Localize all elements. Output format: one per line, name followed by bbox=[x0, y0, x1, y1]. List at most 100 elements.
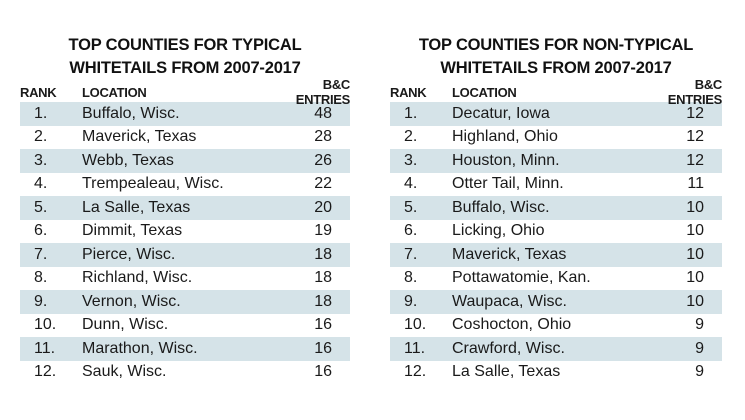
location-column-header: LOCATION bbox=[82, 84, 147, 100]
rank-cell: 7. bbox=[34, 245, 48, 263]
location-cell: Marathon, Wisc. bbox=[82, 339, 198, 357]
rank-cell: 7. bbox=[404, 245, 418, 263]
entries-cell: 18 bbox=[314, 245, 332, 263]
table-row: 7. Maverick, Texas 10 bbox=[390, 243, 722, 267]
table-row: 4. Trempealeau, Wisc. 22 bbox=[20, 173, 350, 197]
entries-cell: 9 bbox=[695, 363, 704, 381]
typical-table-title: TOP COUNTIES FOR TYPICAL WHITETAILS FROM… bbox=[20, 34, 350, 80]
entries-column-header: B&C ENTRIES bbox=[295, 77, 351, 107]
rank-cell: 6. bbox=[404, 222, 418, 240]
rank-cell: 9. bbox=[34, 292, 48, 310]
nontypical-table-header: RANK LOCATION B&C ENTRIES bbox=[390, 77, 722, 107]
typical-table-header: RANK LOCATION B&C ENTRIES bbox=[20, 77, 350, 107]
entries-cell: 16 bbox=[314, 339, 332, 357]
entries-cell: 16 bbox=[314, 363, 332, 381]
table-row: 10. Coshocton, Ohio 9 bbox=[390, 314, 722, 338]
rank-cell: 2. bbox=[404, 128, 418, 146]
table-row: 12. La Salle, Texas 9 bbox=[390, 361, 722, 385]
location-cell: Dunn, Wisc. bbox=[82, 316, 169, 334]
entries-cell: 18 bbox=[314, 292, 332, 310]
table-row: 8. Richland, Wisc. 18 bbox=[20, 267, 350, 291]
table-row: 10. Dunn, Wisc. 16 bbox=[20, 314, 350, 338]
table-row: 11. Marathon, Wisc. 16 bbox=[20, 337, 350, 361]
rank-cell: 5. bbox=[34, 198, 48, 216]
rank-cell: 10. bbox=[404, 316, 427, 334]
location-column-header: LOCATION bbox=[452, 84, 517, 100]
rank-cell: 12. bbox=[404, 363, 427, 381]
entries-cell: 28 bbox=[314, 128, 332, 146]
entries-cell: 9 bbox=[695, 316, 704, 334]
location-cell: Highland, Ohio bbox=[452, 128, 558, 146]
rank-cell: 9. bbox=[404, 292, 418, 310]
entries-cell: 19 bbox=[314, 222, 332, 240]
location-cell: Pierce, Wisc. bbox=[82, 245, 176, 263]
table-row: 2. Highland, Ohio 12 bbox=[390, 126, 722, 150]
location-cell: Waupaca, Wisc. bbox=[452, 292, 567, 310]
rank-cell: 3. bbox=[404, 151, 418, 169]
location-cell: La Salle, Texas bbox=[82, 198, 191, 216]
entries-cell: 26 bbox=[314, 151, 332, 169]
location-cell: Vernon, Wisc. bbox=[82, 292, 181, 310]
rank-cell: 3. bbox=[34, 151, 48, 169]
entries-cell: 16 bbox=[314, 316, 332, 334]
entries-cell: 20 bbox=[314, 198, 332, 216]
typical-title-line1: TOP COUNTIES FOR TYPICAL bbox=[68, 36, 302, 54]
location-cell: Trempealeau, Wisc. bbox=[82, 175, 224, 193]
table-row: 12. Sauk, Wisc. 16 bbox=[20, 361, 350, 385]
rank-cell: 8. bbox=[404, 269, 418, 287]
rank-cell: 8. bbox=[34, 269, 48, 287]
rank-cell: 1. bbox=[34, 104, 48, 122]
table-row: 4. Otter Tail, Minn. 11 bbox=[390, 173, 722, 197]
rank-cell: 1. bbox=[404, 104, 418, 122]
table-row: 2. Maverick, Texas 28 bbox=[20, 126, 350, 150]
entries-cell: 10 bbox=[686, 269, 704, 287]
entries-cell: 11 bbox=[687, 175, 704, 193]
table-row: 6. Dimmit, Texas 19 bbox=[20, 220, 350, 244]
entries-cell: 12 bbox=[686, 128, 704, 146]
entries-cell: 10 bbox=[686, 292, 704, 310]
table-row: 1. Decatur, Iowa 12 bbox=[390, 102, 722, 126]
rank-cell: 6. bbox=[34, 222, 48, 240]
location-cell: Maverick, Texas bbox=[82, 128, 197, 146]
typical-table-panel: TOP COUNTIES FOR TYPICAL WHITETAILS FROM… bbox=[20, 34, 350, 384]
location-cell: Crawford, Wisc. bbox=[452, 339, 565, 357]
entries-cell: 22 bbox=[314, 175, 332, 193]
location-cell: Buffalo, Wisc. bbox=[82, 104, 180, 122]
rank-cell: 11. bbox=[34, 339, 56, 357]
location-cell: Maverick, Texas bbox=[452, 245, 567, 263]
rank-column-header: RANK bbox=[390, 84, 427, 100]
location-cell: Otter Tail, Minn. bbox=[452, 175, 564, 193]
table-row: 6. Licking, Ohio 10 bbox=[390, 220, 722, 244]
nontypical-title-line2: WHITETAILS FROM 2007-2017 bbox=[440, 59, 672, 77]
location-cell: Pottawatomie, Kan. bbox=[452, 269, 591, 287]
rank-cell: 4. bbox=[404, 175, 418, 193]
rank-cell: 5. bbox=[404, 198, 418, 216]
location-cell: Dimmit, Texas bbox=[82, 222, 183, 240]
rank-cell: 10. bbox=[34, 316, 57, 334]
table-row: 9. Vernon, Wisc. 18 bbox=[20, 290, 350, 314]
table-row: 3. Webb, Texas 26 bbox=[20, 149, 350, 173]
location-cell: Webb, Texas bbox=[82, 151, 174, 169]
entries-cell: 12 bbox=[686, 104, 704, 122]
entries-cell: 10 bbox=[686, 198, 704, 216]
rank-cell: 11. bbox=[404, 339, 426, 357]
table-row: 11. Crawford, Wisc. 9 bbox=[390, 337, 722, 361]
entries-column-header: B&C ENTRIES bbox=[667, 77, 723, 107]
rank-cell: 4. bbox=[34, 175, 48, 193]
typical-table-body: 1. Buffalo, Wisc. 48 2. Maverick, Texas 28 3. W… bbox=[20, 102, 350, 384]
nontypical-table-title: TOP COUNTIES FOR NON-TYPICAL WHITETAILS … bbox=[390, 34, 722, 80]
entries-cell: 10 bbox=[686, 245, 704, 263]
location-cell: Licking, Ohio bbox=[452, 222, 545, 240]
location-cell: La Salle, Texas bbox=[452, 363, 561, 381]
location-cell: Decatur, Iowa bbox=[452, 104, 550, 122]
table-row: 3. Houston, Minn. 12 bbox=[390, 149, 722, 173]
table-row: 5. Buffalo, Wisc. 10 bbox=[390, 196, 722, 220]
location-cell: Buffalo, Wisc. bbox=[452, 198, 550, 216]
table-row: 5. La Salle, Texas 20 bbox=[20, 196, 350, 220]
table-row: 8. Pottawatomie, Kan. 10 bbox=[390, 267, 722, 291]
location-cell: Sauk, Wisc. bbox=[82, 363, 167, 381]
entries-cell: 48 bbox=[314, 104, 332, 122]
location-cell: Houston, Minn. bbox=[452, 151, 560, 169]
nontypical-table-body: 1. Decatur, Iowa 12 2. Highland, Ohio 12 3. Hou… bbox=[390, 102, 722, 384]
entries-cell: 10 bbox=[686, 222, 704, 240]
